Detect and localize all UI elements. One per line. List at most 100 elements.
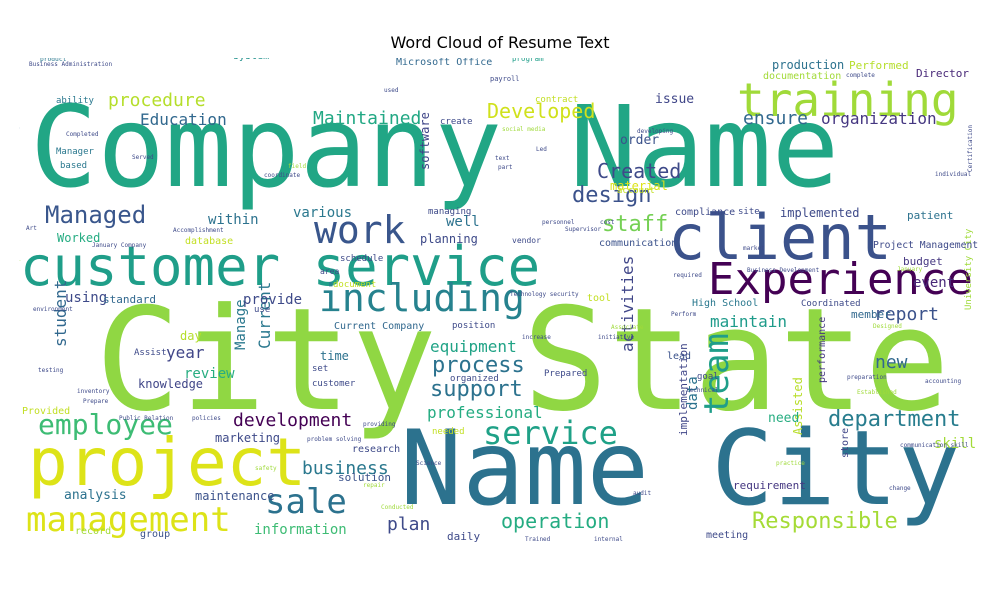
word-cloud-word: providing (363, 421, 396, 428)
word-cloud-word: training (737, 73, 959, 127)
word-cloud-word: skill (934, 436, 977, 452)
word-cloud-word: performance (817, 316, 828, 383)
word-cloud-word: organization (821, 109, 937, 128)
word-cloud-word: order (620, 133, 660, 148)
word-cloud: Company Name City State Name City customer … (19, 58, 982, 543)
word-cloud-word: including (319, 276, 525, 320)
word-cloud-word: information (254, 522, 347, 538)
word-cloud-word: software (418, 112, 432, 170)
word-cloud-word: material (610, 179, 668, 193)
word-cloud-word: professional (427, 403, 543, 422)
word-cloud-word: Performed (849, 59, 909, 72)
word-cloud-word: Technology security (510, 291, 579, 298)
word-cloud-word: work (314, 208, 406, 252)
word-cloud-word: initiative (598, 334, 635, 341)
word-cloud-word: part (498, 164, 513, 171)
word-cloud-word: preparation (847, 374, 887, 381)
word-cloud-word: audit (633, 490, 652, 497)
word-cloud-word: planning (420, 232, 478, 246)
word-cloud-word: set (312, 364, 329, 374)
word-cloud-word: problem solving (307, 436, 362, 443)
word-cloud-word: solution (338, 471, 391, 484)
word-cloud-word: Accomplishment (173, 227, 224, 234)
word-cloud-word: complete (846, 72, 875, 79)
word-cloud-word: inventory (77, 388, 110, 395)
word-cloud-word: practice (776, 460, 805, 467)
word-cloud-word: knowledge (138, 377, 204, 391)
word-cloud-word: event (913, 275, 956, 291)
word-cloud-word: increase (522, 334, 551, 341)
word-cloud-word: Served (132, 154, 154, 161)
word-cloud-word: based (60, 161, 88, 171)
word-cloud-word: standard (103, 293, 156, 306)
word-cloud-word: area (320, 267, 340, 276)
word-cloud-word: customer service (20, 235, 541, 298)
word-cloud-word: Maintained (313, 108, 422, 129)
word-cloud-word: member (851, 308, 891, 321)
word-cloud-word: program (512, 58, 544, 63)
word-cloud-word: change (889, 485, 911, 492)
word-cloud-word: policies (192, 415, 221, 422)
word-cloud-word: Designed (873, 323, 902, 330)
word-cloud-word: equipment (430, 337, 517, 356)
word-cloud-word: coordinate (264, 172, 301, 179)
word-cloud-word: Responsible (752, 509, 898, 534)
word-cloud-word: January Company (92, 242, 147, 249)
word-cloud-word: payment (19, 261, 21, 263)
word-cloud-word: product (40, 58, 67, 63)
word-cloud-word: required (673, 272, 702, 279)
word-cloud-word: Coordinated (801, 299, 861, 309)
word-cloud-word: Established (857, 389, 897, 396)
word-cloud-word: analysis (64, 488, 127, 503)
word-cloud-word: Assist (134, 348, 167, 358)
word-cloud-word: City State (95, 278, 950, 443)
word-cloud-word: communication (599, 238, 678, 249)
word-cloud-word: developing (637, 128, 674, 135)
word-cloud-word: development (233, 410, 353, 431)
word-cloud-word: process (432, 353, 525, 378)
word-cloud-word: plan (387, 514, 431, 535)
word-cloud-word: budget (903, 255, 943, 268)
word-cloud-word: Prepare (83, 398, 109, 405)
word-cloud-word: Name City (400, 409, 961, 529)
word-cloud-word: store (840, 427, 851, 458)
word-cloud-word: Led (536, 146, 547, 153)
word-cloud-word: staff (602, 212, 669, 237)
word-cloud-word: Managed (45, 201, 147, 229)
word-cloud-word: Business Administration (29, 61, 113, 68)
word-cloud-word: management (26, 500, 231, 540)
word-cloud-word: maintain (710, 312, 788, 331)
word-cloud-word: Supervisor (565, 226, 602, 233)
word-cloud-word: Developed (487, 99, 596, 123)
word-cloud-word: group (140, 529, 171, 540)
word-cloud-word: production (772, 58, 845, 72)
word-cloud-word: operation (501, 509, 610, 533)
word-cloud-word: Worked (57, 231, 101, 245)
word-cloud-word: ability (56, 96, 94, 106)
word-cloud-word: year (166, 343, 205, 362)
word-cloud-word: system (233, 58, 269, 62)
word-cloud-word: using (65, 290, 108, 306)
word-cloud-word: text (495, 155, 510, 162)
word-cloud-word: Company Name (30, 83, 840, 213)
word-cloud-word: managing (428, 207, 472, 217)
word-cloud-word: Manager (56, 147, 94, 157)
word-cloud-word: employee (38, 408, 173, 441)
word-cloud-word: Conducted (381, 504, 414, 511)
word-cloud-word: day (180, 329, 202, 343)
word-cloud-word: Completed (66, 131, 99, 138)
word-cloud-word: Microsoft Office (396, 58, 493, 68)
word-cloud-word: needed (432, 427, 465, 437)
word-cloud-word: Assisted (791, 377, 805, 435)
word-cloud-word: compliance (675, 207, 736, 218)
word-cloud-word: site (738, 207, 760, 217)
word-cloud-word: various (293, 205, 353, 221)
word-cloud-word: document (333, 280, 377, 290)
word-cloud-word: customer (312, 379, 356, 389)
word-cloud-word: develop (19, 335, 20, 343)
word-cloud-word: market (743, 245, 765, 252)
word-cloud-word: used (384, 87, 399, 94)
word-cloud-word: Director (916, 67, 969, 80)
word-cloud-word: new (875, 352, 908, 373)
word-cloud-word: application (19, 116, 20, 130)
